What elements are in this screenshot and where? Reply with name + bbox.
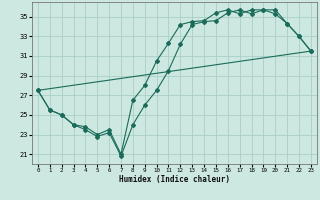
X-axis label: Humidex (Indice chaleur): Humidex (Indice chaleur) (119, 175, 230, 184)
